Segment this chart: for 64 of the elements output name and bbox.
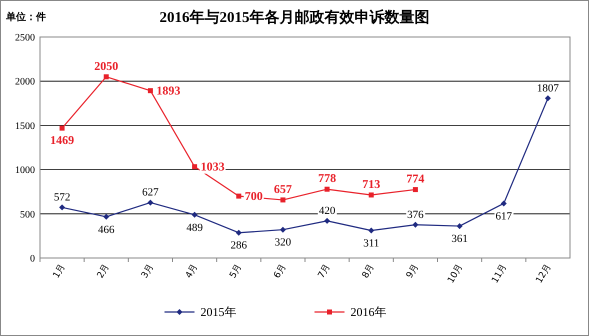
y-tick-label: 500 xyxy=(20,209,35,220)
x-tick-label: 5月 xyxy=(228,262,244,280)
data-label: 1893 xyxy=(156,84,180,98)
point xyxy=(60,126,65,131)
data-label: 627 xyxy=(142,186,160,199)
data-label: 617 xyxy=(496,210,512,222)
x-tick-label: 12月 xyxy=(534,262,554,286)
data-label: 700 xyxy=(244,189,263,204)
data-label: 361 xyxy=(451,233,468,246)
x-tick-label: 4月 xyxy=(184,262,200,280)
data-label: 778 xyxy=(318,171,336,186)
point xyxy=(280,197,286,202)
data-label: 572 xyxy=(54,191,70,204)
point xyxy=(236,194,242,199)
point xyxy=(368,228,374,234)
point xyxy=(148,88,153,94)
x-tick-label: 3月 xyxy=(140,262,156,280)
point xyxy=(324,218,330,224)
point xyxy=(104,74,109,80)
point xyxy=(500,200,507,206)
point xyxy=(368,192,374,198)
y-tick-label: 1000 xyxy=(15,165,35,176)
y-tick-label: 1500 xyxy=(15,120,35,132)
data-label: 1469 xyxy=(50,133,74,148)
text: 单位：件 xyxy=(5,11,46,23)
y-tick-label: 2500 xyxy=(15,32,35,44)
x-tick-label: 6月 xyxy=(272,262,289,280)
x-tick-label: 1月 xyxy=(52,262,68,280)
point xyxy=(192,212,198,218)
x-tick-label: 2月 xyxy=(96,262,112,280)
point xyxy=(59,204,66,210)
legend-label: 2016年 xyxy=(350,305,386,319)
point xyxy=(103,214,110,220)
point xyxy=(324,186,330,192)
y-tick-label: 2000 xyxy=(15,76,35,88)
point xyxy=(236,230,242,236)
chart-title: 2016年与2015年各月邮政有效申诉数量图 xyxy=(160,9,430,26)
data-label: 320 xyxy=(274,236,292,249)
data-label: 311 xyxy=(363,238,380,250)
data-label: 1807 xyxy=(536,82,560,94)
point xyxy=(456,223,463,230)
data-label: 774 xyxy=(406,172,424,186)
data-label: 489 xyxy=(186,222,204,234)
data-label: 466 xyxy=(98,224,115,236)
point xyxy=(280,226,286,233)
point xyxy=(544,95,551,102)
point xyxy=(412,187,418,192)
x-tick-label: 10月 xyxy=(446,262,466,286)
x-tick-label: 11月 xyxy=(490,262,510,286)
data-label: 376 xyxy=(407,208,424,221)
y-tick-label: 0 xyxy=(30,254,35,264)
x-tick-label: 8月 xyxy=(360,262,377,280)
x-tick-label: 7月 xyxy=(316,262,333,280)
point xyxy=(147,200,154,206)
legend-label: 2015年 xyxy=(200,305,236,319)
data-label: 420 xyxy=(318,204,336,217)
data-label: 1033 xyxy=(200,160,225,174)
x-tick-label: 9月 xyxy=(404,262,422,280)
data-label: 2050 xyxy=(94,58,118,73)
data-label: 286 xyxy=(230,240,248,252)
point xyxy=(412,222,418,228)
point xyxy=(192,164,198,170)
data-label: 657 xyxy=(274,182,292,196)
data-label: 713 xyxy=(362,176,380,191)
